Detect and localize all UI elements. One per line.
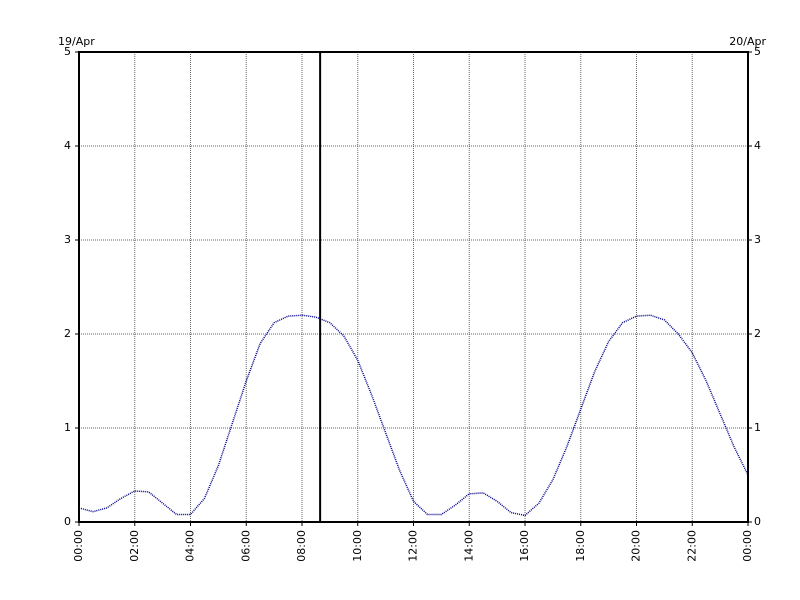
y-tick-label: 4 <box>64 139 71 152</box>
y-tick-label: 3 <box>64 233 71 246</box>
x-tick-label: 08:00 <box>295 530 308 562</box>
x-tick-label: 10:00 <box>351 530 364 562</box>
x-tick-label: 00:00 <box>741 530 754 562</box>
y-tick-label: 0 <box>64 515 71 528</box>
y2-tick-label: 5 <box>754 45 761 58</box>
x-tick-label: 22:00 <box>685 530 698 562</box>
x-tick-label: 04:00 <box>184 530 197 562</box>
x-tick-label: 14:00 <box>462 530 475 562</box>
y-tick-label: 1 <box>64 421 71 434</box>
y2-tick-label: 2 <box>754 327 761 340</box>
x-tick-label: 06:00 <box>239 530 252 562</box>
y-tick-label: 5 <box>64 45 71 58</box>
end-date-label: 20/Apr <box>729 35 766 48</box>
y-tick-label: 2 <box>64 327 71 340</box>
x-tick-label: 02:00 <box>128 530 141 562</box>
x-tick-label: 16:00 <box>518 530 531 562</box>
y2-tick-label: 0 <box>754 515 761 528</box>
y2-tick-label: 4 <box>754 139 761 152</box>
plot-frame <box>78 51 749 523</box>
tide-line <box>78 314 749 517</box>
y2-tick-label: 3 <box>754 233 761 246</box>
start-date-label: 19/Apr <box>58 35 95 48</box>
y2-tick-label: 1 <box>754 421 761 434</box>
x-tick-label: 20:00 <box>630 530 643 562</box>
x-tick-label: 12:00 <box>407 530 420 562</box>
x-tick-label: 18:00 <box>574 530 587 562</box>
x-tick-label: 00:00 <box>72 530 85 562</box>
